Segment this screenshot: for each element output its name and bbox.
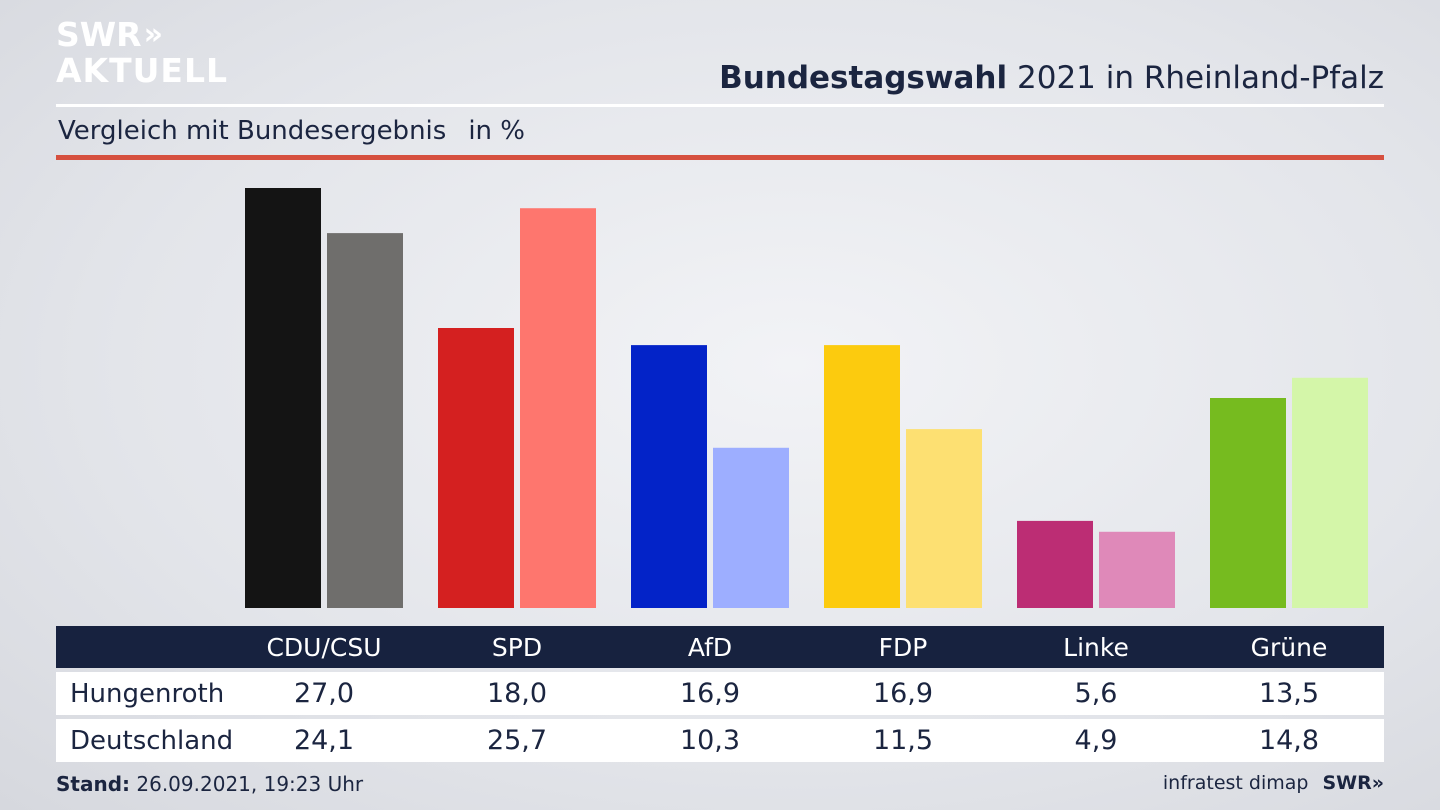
bar-linke-deutschland <box>1099 531 1175 608</box>
value-hungenroth-afd: 16,9 <box>679 678 741 709</box>
header-divider <box>56 104 1384 107</box>
accent-divider <box>56 155 1384 160</box>
bar-afd-deutschland <box>713 447 789 608</box>
results-table: CDU/CSU SPD AfD FDP Linke Grüne Hungenroth 27… <box>56 626 1384 762</box>
column-header-spd: SPD <box>491 632 543 662</box>
value-hungenroth-cdu-csu: 27,0 <box>293 678 355 709</box>
subtitle-unit: in % <box>468 116 525 146</box>
table-header-row: CDU/CSU SPD AfD FDP Linke Grüne <box>56 626 1384 668</box>
stand-value: 26.09.2021, 19:23 Uhr <box>136 772 364 796</box>
title-rest: 2021 in Rheinland-Pfalz <box>1017 60 1384 96</box>
source-credit: infratest dimap SWR» <box>1163 772 1384 794</box>
value-hungenroth-fdp: 16,9 <box>872 678 934 709</box>
bar-afd-hungenroth <box>631 345 707 608</box>
value-deutschland-linke: 4,9 <box>1074 725 1118 756</box>
swr-aktuell-logo: SWR» AKTUELL <box>56 18 228 87</box>
value-deutschland-gr-ne: 14,8 <box>1258 725 1320 756</box>
chart-subtitle: Vergleich mit Bundesergebnis in % <box>58 116 525 146</box>
stand-label: Stand: <box>56 772 131 796</box>
bar-spd-deutschland <box>520 208 596 608</box>
subtitle-text: Vergleich mit Bundesergebnis <box>58 116 447 146</box>
column-header-gr-ne: Grüne <box>1250 632 1328 662</box>
row-label-deutschland: Deutschland <box>70 725 234 756</box>
bar-gr-ne-hungenroth <box>1210 398 1286 608</box>
table-row-deutschland: Deutschland 24,1 25,7 10,3 11,5 4,9 14,8 <box>56 719 1384 762</box>
value-hungenroth-linke: 5,6 <box>1074 678 1118 709</box>
logo-swr: SWR <box>56 15 142 54</box>
swr-brand-logo: SWR» <box>1322 772 1384 794</box>
title-bold: Bundestagswahl <box>719 60 1008 96</box>
source-text: infratest dimap <box>1162 772 1309 794</box>
bar-fdp-hungenroth <box>824 345 900 608</box>
column-header-cdu-csu: CDU/CSU <box>266 632 382 662</box>
timestamp: Stand: 26.09.2021, 19:23 Uhr <box>56 772 363 796</box>
logo-aktuell: AKTUELL <box>56 51 229 90</box>
bar-spd-hungenroth <box>438 328 514 608</box>
value-deutschland-fdp: 11,5 <box>872 725 934 756</box>
value-deutschland-afd: 10,3 <box>679 725 741 756</box>
column-header-linke: Linke <box>1063 632 1129 662</box>
value-hungenroth-spd: 18,0 <box>486 678 548 709</box>
column-header-afd: AfD <box>687 632 733 662</box>
row-label-hungenroth: Hungenroth <box>70 678 225 709</box>
bar-linke-hungenroth <box>1017 520 1093 608</box>
bar-cdu-csu-deutschland <box>327 233 403 608</box>
bar-fdp-deutschland <box>906 429 982 608</box>
table-row-hungenroth: Hungenroth 27,0 18,0 16,9 16,9 5,6 13,5 <box>56 672 1384 715</box>
value-hungenroth-gr-ne: 13,5 <box>1258 678 1320 709</box>
bar-gr-ne-deutschland <box>1292 377 1368 608</box>
page-title: Bundestagswahl 2021 in Rheinland-Pfalz <box>719 60 1384 96</box>
bar-cdu-csu-hungenroth <box>245 188 321 608</box>
value-deutschland-spd: 25,7 <box>486 725 548 756</box>
column-header-fdp: FDP <box>878 632 928 662</box>
value-deutschland-cdu-csu: 24,1 <box>293 725 355 756</box>
